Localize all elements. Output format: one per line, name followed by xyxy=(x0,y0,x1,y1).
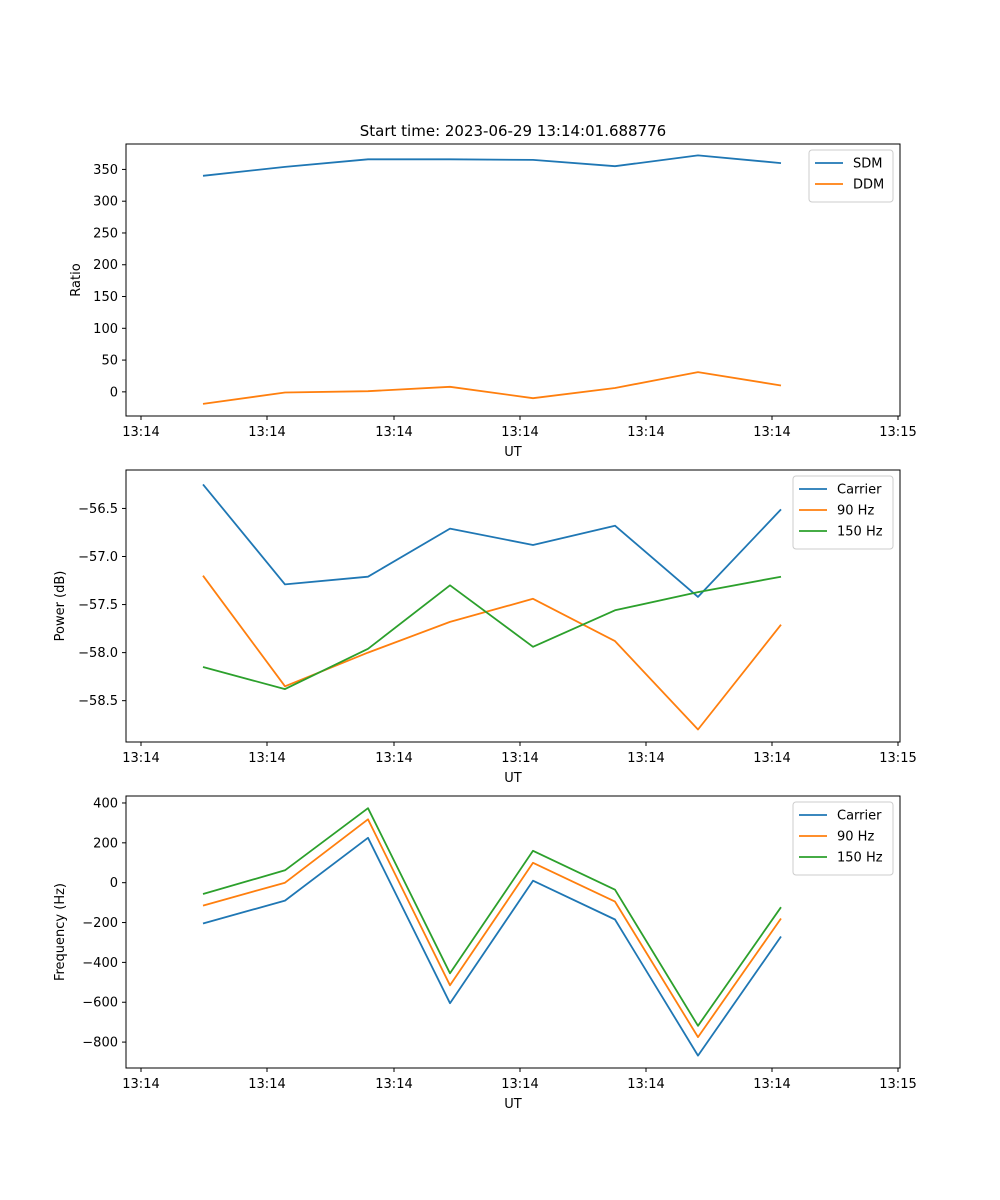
y-tick-label: 200 xyxy=(93,258,118,273)
x-tick-label: 13:14 xyxy=(248,425,285,440)
y-tick-label: −57.5 xyxy=(78,598,118,613)
chart-panel-2: 13:14 13:14 13:14 13:14 13:14 13:14 13:15 −56.5… xyxy=(53,469,917,786)
legend-label-90-hz: 90 Hz xyxy=(837,504,874,519)
x-axis-label: UT xyxy=(504,445,522,460)
series-line-90-hz xyxy=(202,575,782,731)
y-tick-label: 0 xyxy=(110,385,118,400)
y-tick-label: −800 xyxy=(82,1036,118,1051)
y-tick-label: 250 xyxy=(93,226,118,241)
x-tick-label: 13:15 xyxy=(879,425,916,440)
y-tick-label: −58.5 xyxy=(78,694,118,709)
legend-label-ddm: DDM xyxy=(853,178,884,193)
x-tick-label: 13:14 xyxy=(375,425,412,440)
legend: SDM DDM xyxy=(808,149,894,203)
y-tick-label: 150 xyxy=(93,290,118,305)
y-tick-label: −400 xyxy=(82,956,118,971)
x-tick-label: 13:14 xyxy=(501,1077,538,1092)
x-tick-label: 13:14 xyxy=(627,751,664,766)
legend-label-150-hz: 150 Hz xyxy=(837,851,883,866)
legend: Carrier 90 Hz 150 Hz xyxy=(792,475,894,550)
y-axis-label: Power (dB) xyxy=(53,571,68,642)
x-tick-label: 13:14 xyxy=(375,1077,412,1092)
series-line-carrier xyxy=(202,836,782,1057)
legend-label-150-hz: 150 Hz xyxy=(837,525,883,540)
x-tick-label: 13:14 xyxy=(501,751,538,766)
x-tick-label: 13:14 xyxy=(627,1077,664,1092)
y-tick-label: 50 xyxy=(101,354,118,369)
legend-label-carrier: Carrier xyxy=(837,809,882,824)
axes-frame xyxy=(125,469,901,743)
y-tick-label: 100 xyxy=(93,322,118,337)
y-tick-label: 0 xyxy=(110,876,118,891)
y-tick-label: 400 xyxy=(93,796,118,811)
y-tick-label: −200 xyxy=(82,916,118,931)
x-tick-label: 13:14 xyxy=(753,1077,790,1092)
chart-panel-3: 13:14 13:14 13:14 13:14 13:14 13:14 13:15 400 20… xyxy=(53,795,917,1112)
y-axis-label: Ratio xyxy=(69,263,84,296)
y-tick-label: −600 xyxy=(82,996,118,1011)
axes-frame xyxy=(125,143,901,417)
y-tick-label: −56.5 xyxy=(78,502,118,517)
series-line-sdm xyxy=(202,154,782,177)
y-tick-label: 200 xyxy=(93,836,118,851)
y-tick-label: 350 xyxy=(93,163,118,178)
x-tick-label: 13:14 xyxy=(753,425,790,440)
chart-title: Start time: 2023-06-29 13:14:01.688776 xyxy=(360,122,666,140)
series-line-ddm xyxy=(202,371,782,405)
x-tick-label: 13:14 xyxy=(753,751,790,766)
x-tick-label: 13:14 xyxy=(375,751,412,766)
y-axis-label: Frequency (Hz) xyxy=(53,883,68,981)
x-tick-label: 13:14 xyxy=(122,1077,159,1092)
x-tick-label: 13:15 xyxy=(879,1077,916,1092)
y-tick-label: −58.0 xyxy=(78,646,118,661)
legend-label-carrier: Carrier xyxy=(837,483,882,498)
chart-panel-1: Start time: 2023-06-29 13:14:01.688776 13… xyxy=(69,122,917,460)
x-axis-label: UT xyxy=(504,1097,522,1112)
x-tick-label: 13:14 xyxy=(122,751,159,766)
series-line-150-hz xyxy=(202,807,782,1027)
legend-label-90-hz: 90 Hz xyxy=(837,830,874,845)
x-tick-label: 13:15 xyxy=(879,751,916,766)
x-tick-label: 13:14 xyxy=(122,425,159,440)
legend: Carrier 90 Hz 150 Hz xyxy=(792,801,894,876)
x-tick-label: 13:14 xyxy=(627,425,664,440)
y-tick-label: 300 xyxy=(93,195,118,210)
series-line-90-hz xyxy=(202,818,782,1038)
axes-frame xyxy=(125,795,901,1069)
series-line-carrier xyxy=(202,483,782,598)
series-line-150-hz xyxy=(202,575,782,690)
x-axis-label: UT xyxy=(504,771,522,786)
x-tick-label: 13:14 xyxy=(501,425,538,440)
x-tick-label: 13:14 xyxy=(248,1077,285,1092)
legend-label-sdm: SDM xyxy=(853,157,882,172)
x-tick-label: 13:14 xyxy=(248,751,285,766)
y-tick-label: −57.0 xyxy=(78,550,118,565)
